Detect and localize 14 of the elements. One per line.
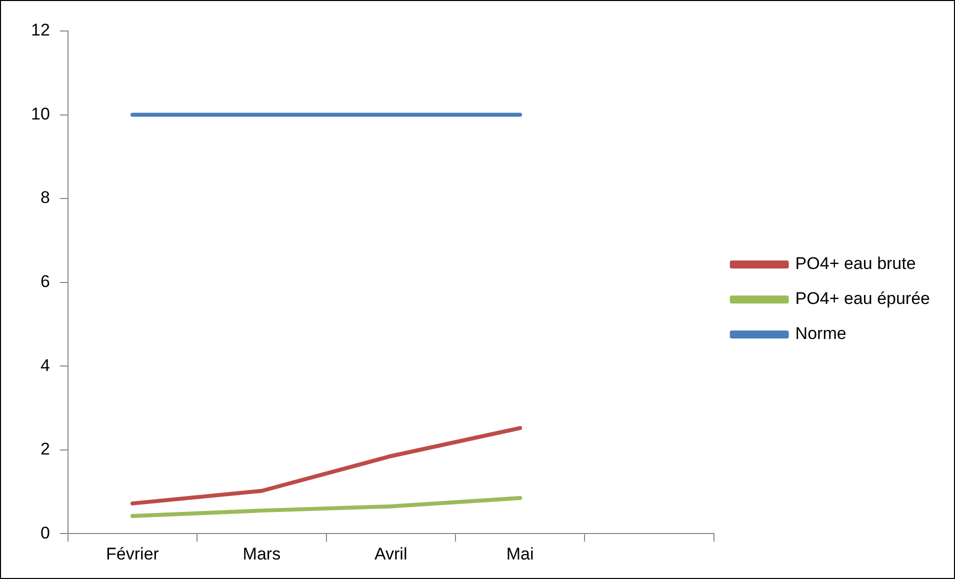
y-tick-label: 8	[40, 188, 50, 208]
y-tick-label: 2	[40, 440, 50, 459]
legend-label: Norme	[795, 324, 846, 344]
x-tick-label: Avril	[374, 544, 408, 564]
y-tick-label: 10	[30, 104, 50, 124]
x-tick-label: Mai	[506, 544, 534, 564]
legend-label: PO4+ eau brute	[795, 254, 916, 274]
y-tick-label: 12	[30, 20, 50, 40]
x-tick-label: Février	[106, 544, 160, 564]
x-tick-label: Mars	[242, 544, 281, 564]
y-tick-label: 6	[40, 272, 50, 291]
y-tick-label: 0	[40, 523, 50, 542]
y-tick-label: 4	[40, 356, 50, 375]
legend-label: PO4+ eau épurée	[795, 289, 930, 308]
